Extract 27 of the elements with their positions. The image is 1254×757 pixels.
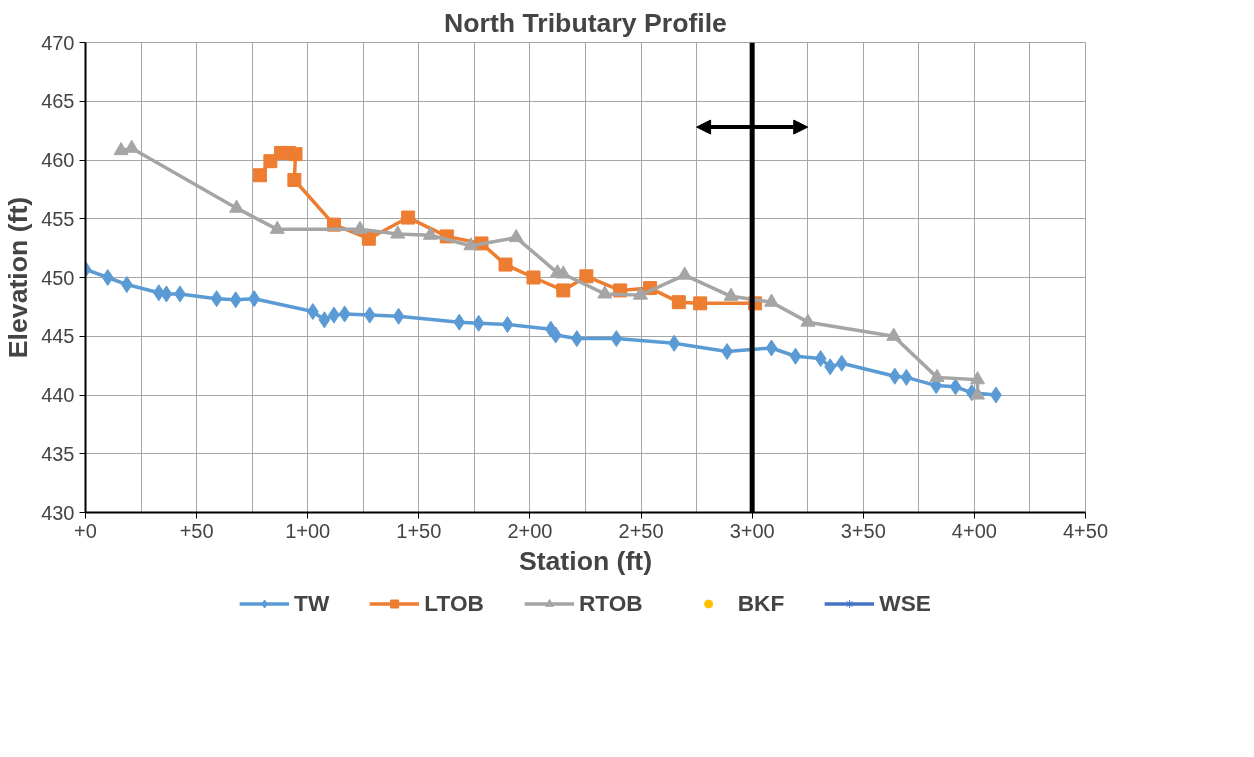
legend-label: RTOB [578, 589, 643, 617]
legend-label: TW [294, 589, 330, 617]
y-tick-label: 460 [41, 149, 75, 171]
x-tick-label: 2+00 [507, 519, 553, 542]
x-tick-label: 1+00 [285, 519, 331, 542]
legend-label: LTOB [424, 589, 484, 617]
y-tick-label: 445 [41, 325, 75, 348]
x-tick-label: 3+00 [729, 519, 775, 542]
x-tick-label: 1+50 [396, 519, 442, 542]
y-tick-label: 455 [41, 207, 75, 230]
x-tick-label: 3+50 [840, 519, 886, 542]
x-tick-label: 4+50 [1062, 519, 1109, 542]
y-tick-label: 430 [41, 501, 75, 524]
x-tick-label: +50 [179, 519, 214, 542]
legend-label: BKF [737, 589, 785, 617]
chart-title: North Tributary Profile [444, 7, 727, 38]
y-tick-label: 440 [41, 384, 75, 406]
y-tick-label: 435 [41, 442, 75, 465]
y-tick-label: 450 [41, 266, 75, 289]
y-tick-label: 465 [41, 90, 75, 113]
legend-label: WSE [879, 589, 931, 617]
y-axis-title: Elevation (ft) [3, 196, 34, 359]
y-tick-label: 470 [41, 31, 75, 54]
x-tick-label: 4+00 [951, 519, 997, 542]
x-axis-title: Station (ft) [518, 545, 653, 576]
x-tick-label: +0 [74, 519, 97, 542]
x-tick-label: 2+50 [618, 519, 664, 542]
